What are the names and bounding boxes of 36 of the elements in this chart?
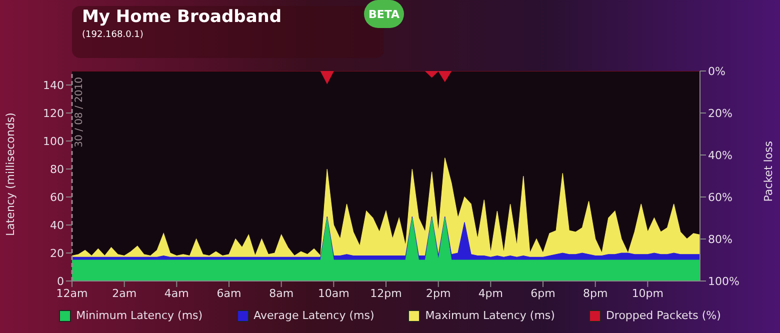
x-tick-label: 4am	[164, 286, 189, 300]
y2-axis-title: Packet loss	[762, 140, 775, 202]
x-tick-label: 6pm	[530, 286, 556, 300]
x-tick-label: 12pm	[370, 286, 402, 300]
y-tick-label: 60	[50, 190, 64, 204]
x-tick-label: 2pm	[426, 286, 451, 300]
x-tick-label: 8am	[269, 286, 294, 300]
y2-tick-label: 60%	[708, 190, 732, 204]
legend-label: Maximum Latency (ms)	[425, 309, 555, 322]
y-tick-label: 0	[57, 274, 64, 288]
legend-label: Dropped Packets (%)	[606, 309, 721, 322]
y2-tick-label: 0%	[708, 64, 726, 78]
x-tick-label: 10am	[318, 286, 350, 300]
y-tick-label: 20	[50, 246, 64, 260]
chart-subtitle: (192.168.0.1)	[82, 30, 144, 40]
x-tick-label: 12am	[56, 286, 88, 300]
y-tick-label: 40	[50, 218, 64, 232]
y-tick-label: 140	[43, 78, 64, 92]
x-tick-label: 4pm	[478, 286, 504, 300]
x-tick-label: 2am	[112, 286, 137, 300]
x-tick-label: 8pm	[582, 286, 608, 300]
y2-tick-label: 80%	[708, 232, 732, 246]
y-tick-label: 80	[50, 162, 64, 176]
y-axis-title: Latency (milliseconds)	[4, 112, 17, 236]
chart-title: My Home Broadband	[82, 7, 282, 27]
x-tick-label: 10pm	[632, 286, 664, 300]
legend-label: Minimum Latency (ms)	[76, 309, 203, 322]
legend-label: Average Latency (ms)	[254, 309, 374, 322]
y-tick-label: 120	[43, 106, 64, 120]
x-tick-label: 6am	[216, 286, 242, 300]
y2-tick-label: 40%	[708, 148, 732, 162]
y-tick-label: 100	[43, 134, 64, 148]
y2-tick-label: 20%	[708, 106, 732, 120]
y2-tick-label: 100%	[708, 274, 740, 288]
text: BETA	[364, 0, 404, 28]
ref-line-label: 30 / 08 / 2010	[74, 77, 85, 148]
